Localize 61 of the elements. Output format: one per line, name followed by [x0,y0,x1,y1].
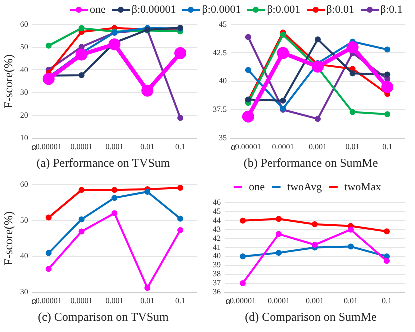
x-tick-label: 0.0001 [70,296,93,306]
y-tick-label: 44 [213,216,221,225]
y-tick-label: 20 [20,110,28,120]
y-tick-label: 40 [219,76,227,86]
y-tick-label: 46 [213,198,221,208]
x-tick-label: 0.1 [176,142,186,152]
x-tick-label: 0.00001 [36,142,62,152]
text: (c) Comparison on TVSum [37,310,170,325]
y-tick-label: 41 [213,242,221,252]
y-tick-label: 60 [20,20,28,29]
y-tick-label: 40 [213,252,221,261]
y-tick-label: 42 [213,234,221,243]
text: (b) Performance on SumMe [242,156,380,171]
x-tick-label: 0.00001 [230,296,256,306]
legend-label: β:0.1 [380,4,403,16]
legend-label: twoAvg [288,181,323,194]
text: (a) Performance on TVSum [36,156,172,171]
legend-label: one [90,4,106,16]
y-tick-label: 50 [20,216,28,225]
x-tick-label: 0.01 [140,296,155,306]
text: (d) Comparison on SumMe [244,310,378,325]
y-tick-label: 37.5 [213,105,227,114]
legend-label: β:0.00001 [132,4,176,16]
x-tick-label: 0.1 [176,296,186,306]
y-tick-label: 38 [213,270,221,279]
y-tick-label: 35 [219,133,227,142]
legend-label: β:0.001 [267,4,301,16]
y-tick-label: 60 [20,180,28,189]
x-tick-label: 0.01 [346,142,360,152]
y-tick-label: 43 [213,224,221,234]
x-tick-label: 0.00001 [36,296,62,306]
x-tick-label: 0.001 [306,296,324,306]
x-tick-label: 0.0001 [268,296,290,306]
y-tick-label: 45 [213,207,221,216]
legend-label: β:0.01 [326,4,355,16]
y-tick-label: 50 [20,42,28,52]
x-tick-label: 0.1 [382,296,392,306]
y-axis-title: F-score(%) [1,212,16,266]
y-tick-label: 45 [219,20,227,29]
legend-label: twoMax [344,181,382,194]
x-tick-label: 0.01 [140,142,155,152]
x-tick-label: 0.01 [344,296,358,306]
legend-label: β:0.0001 [202,4,242,16]
x-tick-label: 0.001 [309,142,327,152]
y-tick-label: 36 [213,287,221,296]
legend-label: one [249,181,266,194]
y-tick-label: 40 [20,65,28,74]
x-tick-label: 0.0001 [70,142,93,152]
x-tick-label: 0.001 [106,296,124,306]
x-tick-label: 0.00001 [235,142,262,152]
y-tick-label: 30 [20,88,28,98]
y-tick-label: 37 [213,278,221,288]
x-tick-label: 0.001 [106,142,124,152]
y-tick-label: 30 [20,287,28,296]
y-tick-label: 42.5 [213,48,227,58]
x-tick-label: 0.1 [382,142,393,152]
y-tick-label: 39 [213,260,221,270]
x-tick-label: 0.0001 [272,142,294,152]
y-tick-label: 40 [20,252,28,261]
y-tick-label: 10 [20,133,28,142]
y-axis-title: F-score(%) [1,54,16,109]
